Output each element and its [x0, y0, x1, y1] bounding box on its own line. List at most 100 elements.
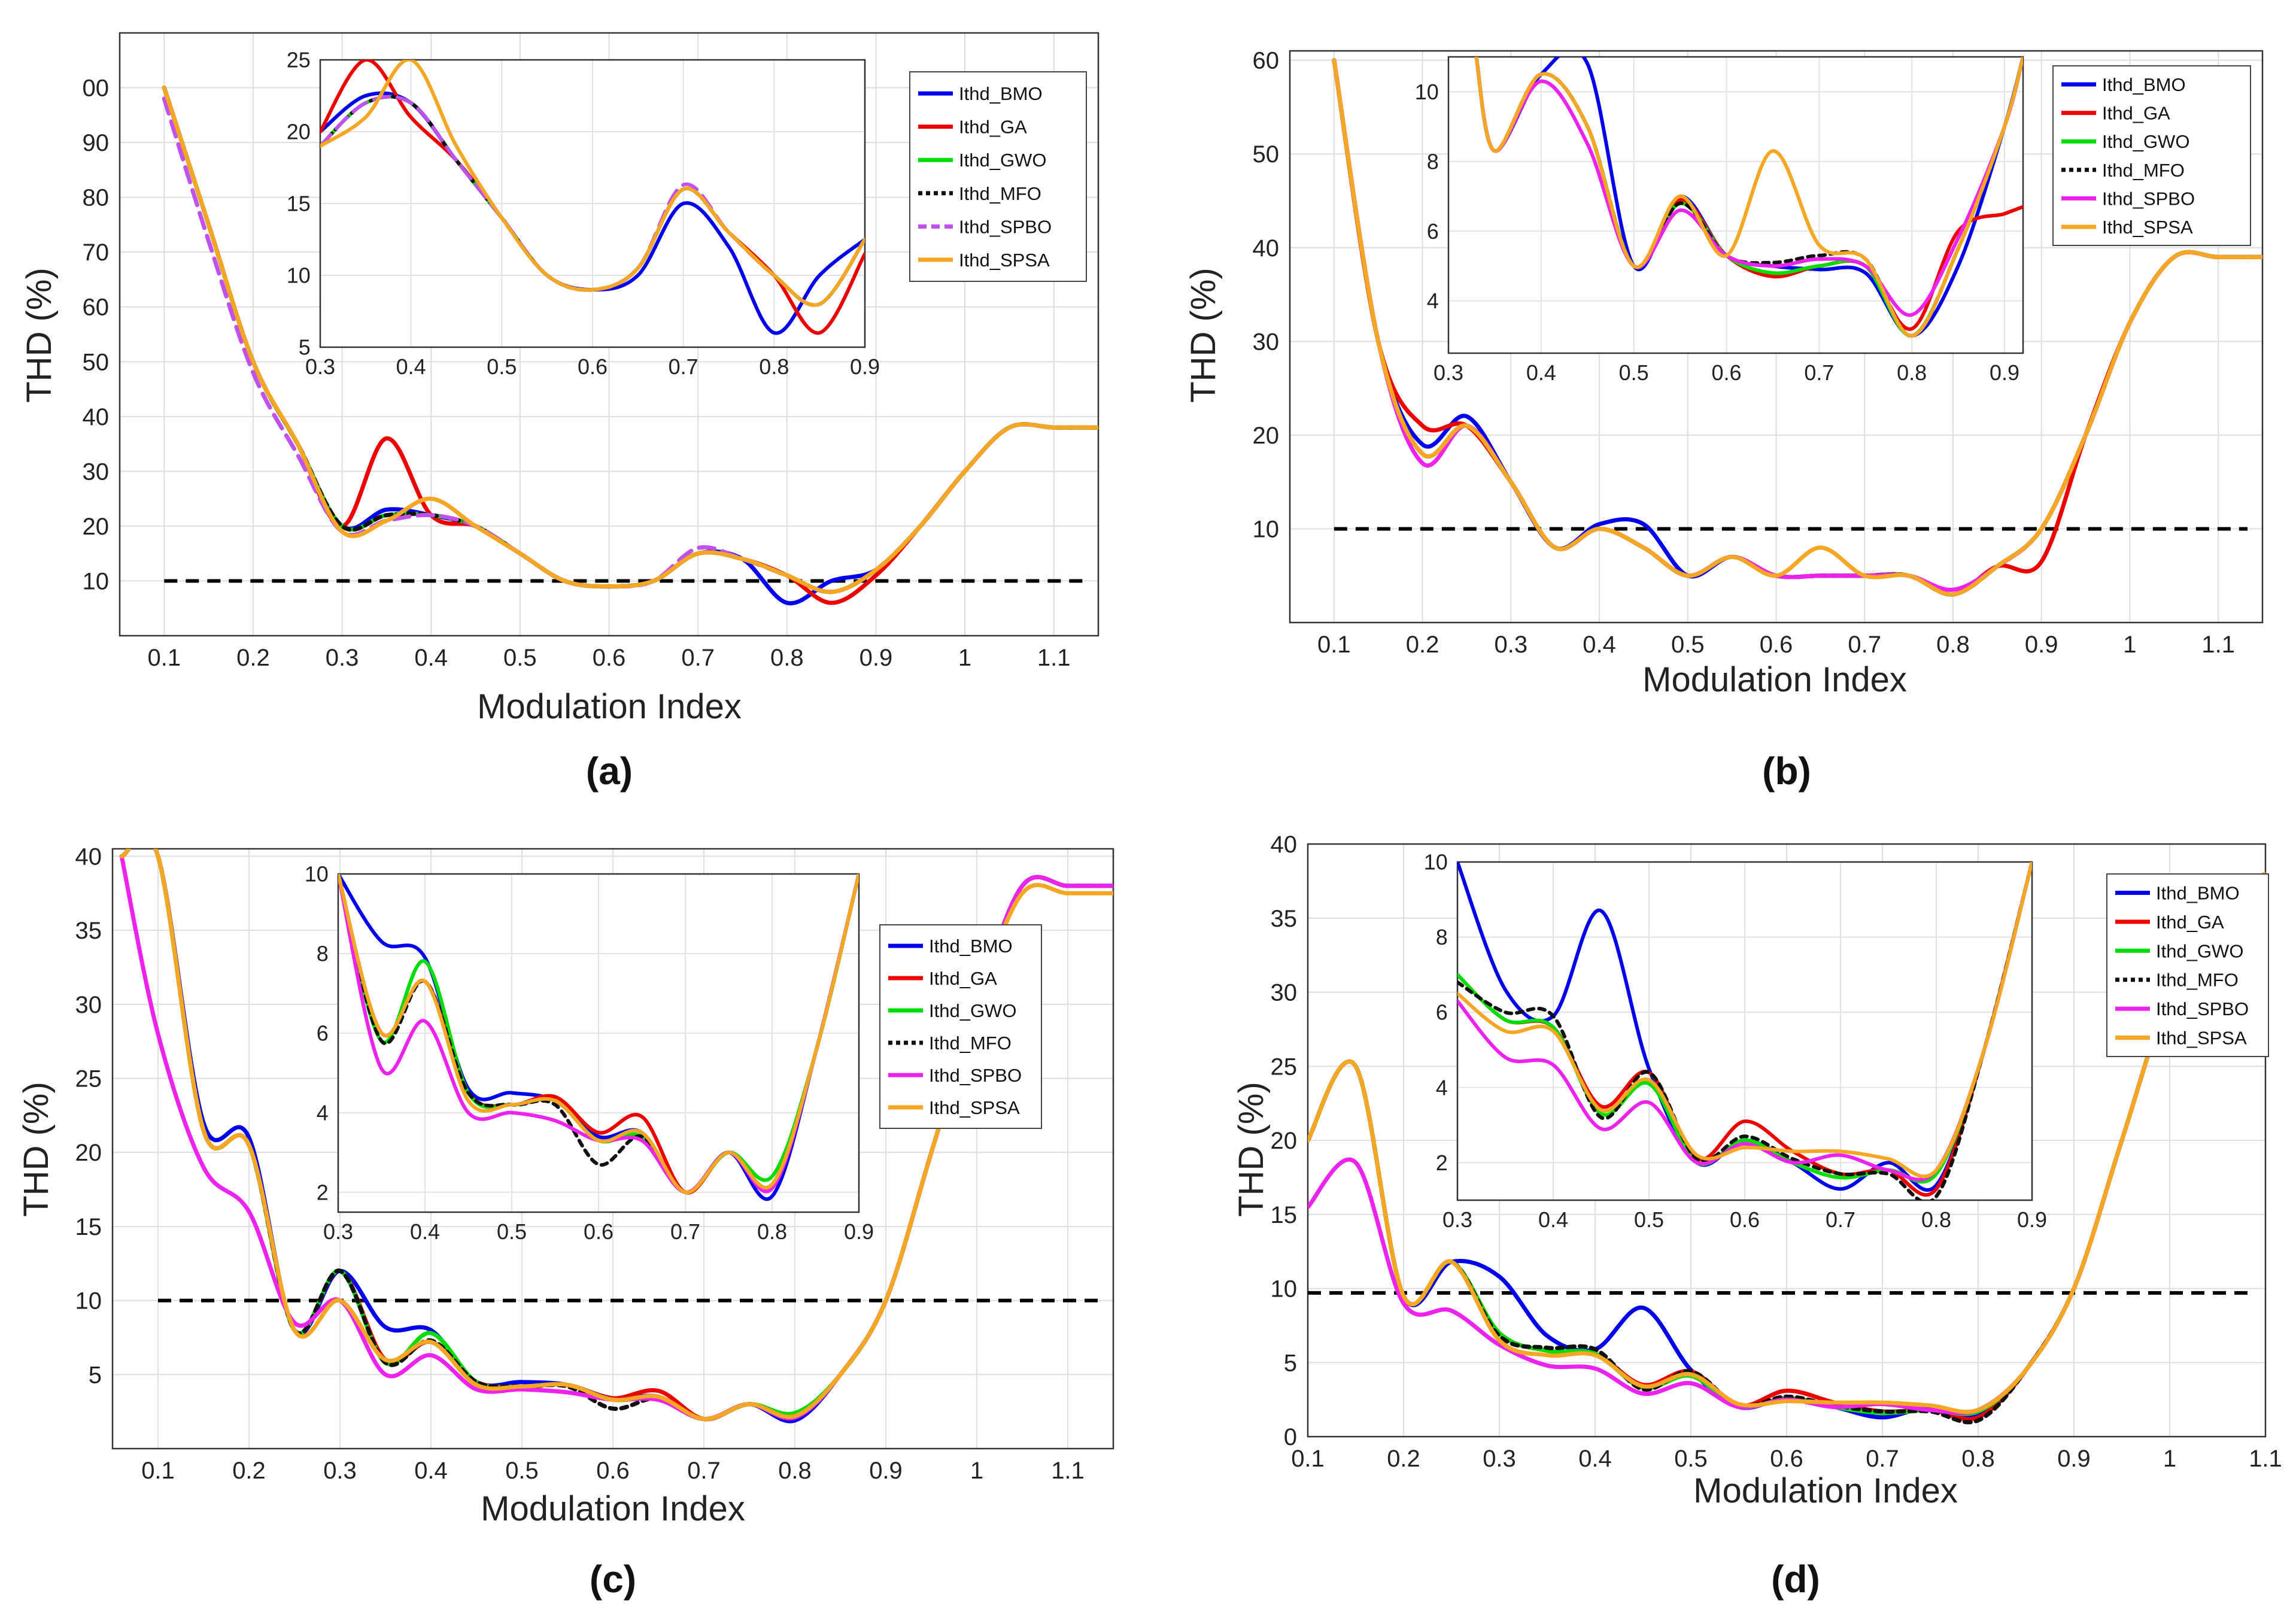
inset-x-tick-label: 0.4: [1526, 360, 1556, 385]
main-y-tick-label: 40: [75, 843, 102, 870]
legend-label: Ithd_GWO: [959, 150, 1046, 171]
main-y-tick-label: 15: [75, 1214, 102, 1240]
main-x-tick-label: 0.2: [1406, 632, 1439, 658]
inset: 0.3 0.4 0.5 0.6 0.7 0.8 0.9 2 4 6 8 10: [1424, 850, 2047, 1232]
inset-y-tick-label: 15: [287, 192, 311, 216]
main-x-tick-label: 1: [958, 645, 971, 671]
legend: Ithd_BMO Ithd_GA Ithd_GWO Ithd_MFO Ithd_SPBO…: [909, 71, 1087, 282]
inset-x-tick-label: 0.5: [487, 354, 517, 379]
inset-axes-frame: [319, 59, 866, 348]
main-x-tick-label: 0.9: [860, 645, 893, 671]
inset-series-spsa: [1474, 57, 2023, 338]
inset-x-tick-label: 0.3: [1442, 1207, 1472, 1232]
inset-y-tick-label: 25: [287, 48, 311, 72]
main-y-tick-label: 30: [1271, 980, 1298, 1006]
main-series-group: [162, 86, 1098, 606]
inset-y-tick-label: 10: [1424, 850, 1448, 875]
main-x-tick-label: 0.7: [1848, 632, 1881, 658]
main-x-tick-label: 0.2: [236, 645, 270, 671]
main-x-tick-label: 0.1: [1317, 632, 1351, 658]
main-x-tick-label: 0.3: [326, 645, 359, 671]
main-y-tick-label: 5: [89, 1362, 102, 1388]
main-x-tick-label: 0.2: [1387, 1446, 1420, 1472]
inset-x-tick-label: 0.4: [410, 1219, 440, 1244]
legend: Ithd_BMO Ithd_GA Ithd_GWO Ithd_MFO Ithd_SPBO…: [2106, 873, 2269, 1057]
main-x-tick-label: 0.2: [232, 1458, 266, 1484]
legend-label: Ithd_BMO: [2156, 882, 2240, 903]
x-axis-label: Modulation Index: [481, 1489, 745, 1528]
legend-label: Ithd_BMO: [2102, 74, 2186, 95]
inset-y-tick-label: 4: [317, 1100, 329, 1125]
legend-label: Ithd_SPSA: [2156, 1028, 2247, 1049]
main-y-tick-label: 50: [1253, 141, 1280, 168]
legend-label: Ithd_GA: [2102, 103, 2170, 124]
main-y-tick-label: 10: [1271, 1276, 1298, 1303]
legend-label: Ithd_SPBO: [2102, 188, 2195, 209]
main-x-tick-label: 0.4: [1583, 632, 1616, 658]
inset-y-tick-label: 6: [1436, 1000, 1448, 1025]
main-y-tick-label: 60: [1253, 48, 1280, 74]
x-axis-label: Modulation Index: [1642, 660, 1907, 699]
inset-x-tick-label: 0.5: [1619, 360, 1649, 385]
main-y-tick-label: 80: [83, 185, 110, 211]
inset-x-tick-label: 0.8: [1921, 1207, 1951, 1232]
main-axes-frame: [111, 848, 1114, 1450]
main-y-tick-label: 90: [83, 130, 110, 156]
main-x-tick-label: 0.4: [414, 645, 448, 671]
inset-x-tick-label: 0.7: [670, 1219, 700, 1244]
x-axis-label: Modulation Index: [477, 687, 742, 726]
inset-y-tick-label: 4: [1436, 1075, 1448, 1100]
main-x-tick-label: 0.3: [323, 1458, 357, 1484]
main-y-tick-label: 30: [1253, 329, 1280, 355]
main-series-spsa: [1308, 872, 2265, 1414]
legend-box: [2052, 65, 2251, 246]
legend-label: Ithd_GWO: [2102, 131, 2189, 152]
main-x-tick-label: 0.8: [1936, 632, 1970, 658]
main-x-tick-label: 0.9: [869, 1458, 903, 1484]
inset-y-tick-label: 4: [1427, 289, 1439, 313]
main-y-tick-label: 30: [75, 992, 102, 1018]
panel-label: (d): [1771, 1558, 1820, 1601]
main-x-tick-label: 0.4: [414, 1458, 448, 1484]
main-x-tick-label: 0.7: [687, 1458, 721, 1484]
legend-label: Ithd_GA: [2156, 912, 2224, 933]
main-series-spsa: [1332, 58, 2262, 597]
inset-series-group: [320, 60, 865, 335]
inset-y-tick-label: 10: [305, 862, 329, 887]
main-x-tick-label: 1.1: [2249, 1446, 2282, 1472]
inset-x-tick-label: 0.7: [669, 354, 698, 379]
main-x-tick-label: 0.6: [1760, 632, 1793, 658]
legend-label: Ithd_GWO: [2156, 940, 2243, 961]
main-x-tick-label: 0.5: [1674, 1446, 1708, 1472]
main-x-tick-label: 0.7: [1866, 1446, 1899, 1472]
inset: 0.3 0.4 0.5 0.6 0.7 0.8 0.9 5 10 15 20 25: [287, 48, 880, 379]
inset-series-group: [1474, 57, 2023, 338]
legend-label: Ithd_MFO: [929, 1033, 1012, 1054]
inset-x-tick-label: 0.6: [584, 1219, 614, 1244]
y-axis-label: THD (%): [20, 268, 59, 403]
main-y-tick-label: 10: [1253, 516, 1280, 542]
main-y-tick-label: 20: [75, 1140, 102, 1166]
main-x-tick-label: 1: [2163, 1446, 2176, 1472]
inset-y-tick-label: 8: [1427, 149, 1439, 174]
main-x-tick-label: 0.3: [1495, 632, 1528, 658]
main-y-tick-label: 5: [1284, 1350, 1297, 1376]
main-y-tick-label: 00: [83, 75, 110, 102]
main-y-tick-label: 20: [83, 514, 110, 540]
inset-x-tick-label: 0.6: [578, 354, 608, 379]
inset-x-tick-label: 0.9: [1990, 360, 2019, 385]
y-axis-label: THD (%): [1232, 1082, 1271, 1217]
inset: 0.3 0.4 0.5 0.6 0.7 0.8 0.9 2 4 6 8 10: [305, 862, 874, 1244]
main-x-tick-label: 0.8: [1961, 1446, 1995, 1472]
main-y-tick-label: 25: [1271, 1054, 1298, 1080]
main-y-tick-label: 20: [1253, 423, 1280, 449]
main-series-spsa: [162, 86, 1098, 594]
main-x-tick-label: 1.1: [1051, 1458, 1085, 1484]
panel-label: (a): [586, 749, 633, 793]
panel-b: 0.1 0.2 0.3 0.4 0.5 0.6 0.7 0.8 0.9 1 1.1 10 20 30 40 5…: [1184, 48, 2264, 793]
inset-y-tick-label: 8: [317, 942, 329, 966]
main-y-tick-label: 35: [1271, 906, 1298, 932]
inset-x-tick-label: 0.3: [1433, 360, 1463, 385]
